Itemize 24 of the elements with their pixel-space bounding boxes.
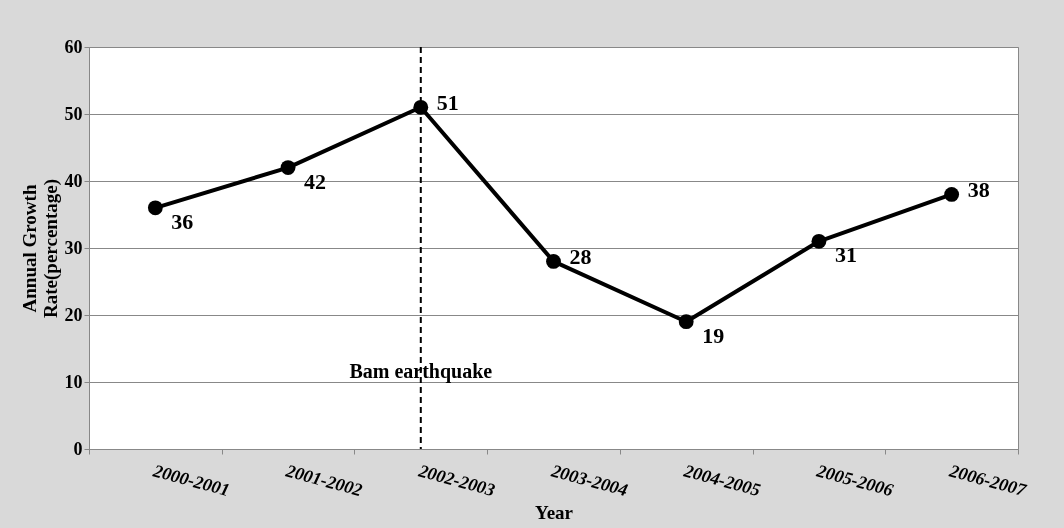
data-label: 28 (569, 244, 592, 270)
y-tick-label: 50 (64, 103, 83, 124)
point (280, 160, 296, 175)
y-tick-label: 20 (64, 304, 83, 325)
point (678, 314, 694, 330)
data-label: 51 (436, 90, 459, 116)
data-label: 38 (967, 177, 990, 203)
y-tick-label: 60 (64, 36, 83, 57)
point (811, 233, 827, 249)
ref-line-label: Bam earthquake (349, 360, 493, 383)
y-axis-title: Annual Growth Rate(percentage) (18, 179, 62, 318)
y-tick-label: 10 (64, 371, 83, 392)
point (546, 254, 561, 269)
data-label: 42 (304, 168, 327, 194)
y-tick-label: 40 (64, 170, 83, 191)
x-axis-title: Year (535, 502, 574, 524)
point (147, 200, 163, 216)
x-tick-label: 2006-2007 (946, 460, 1029, 501)
data-label: 36 (171, 208, 194, 234)
y-tick-label: 30 (64, 237, 83, 258)
point (944, 187, 960, 202)
data-label: 19 (702, 322, 725, 348)
y-tick-label: 0 (73, 438, 83, 459)
data-label: 31 (834, 242, 857, 268)
